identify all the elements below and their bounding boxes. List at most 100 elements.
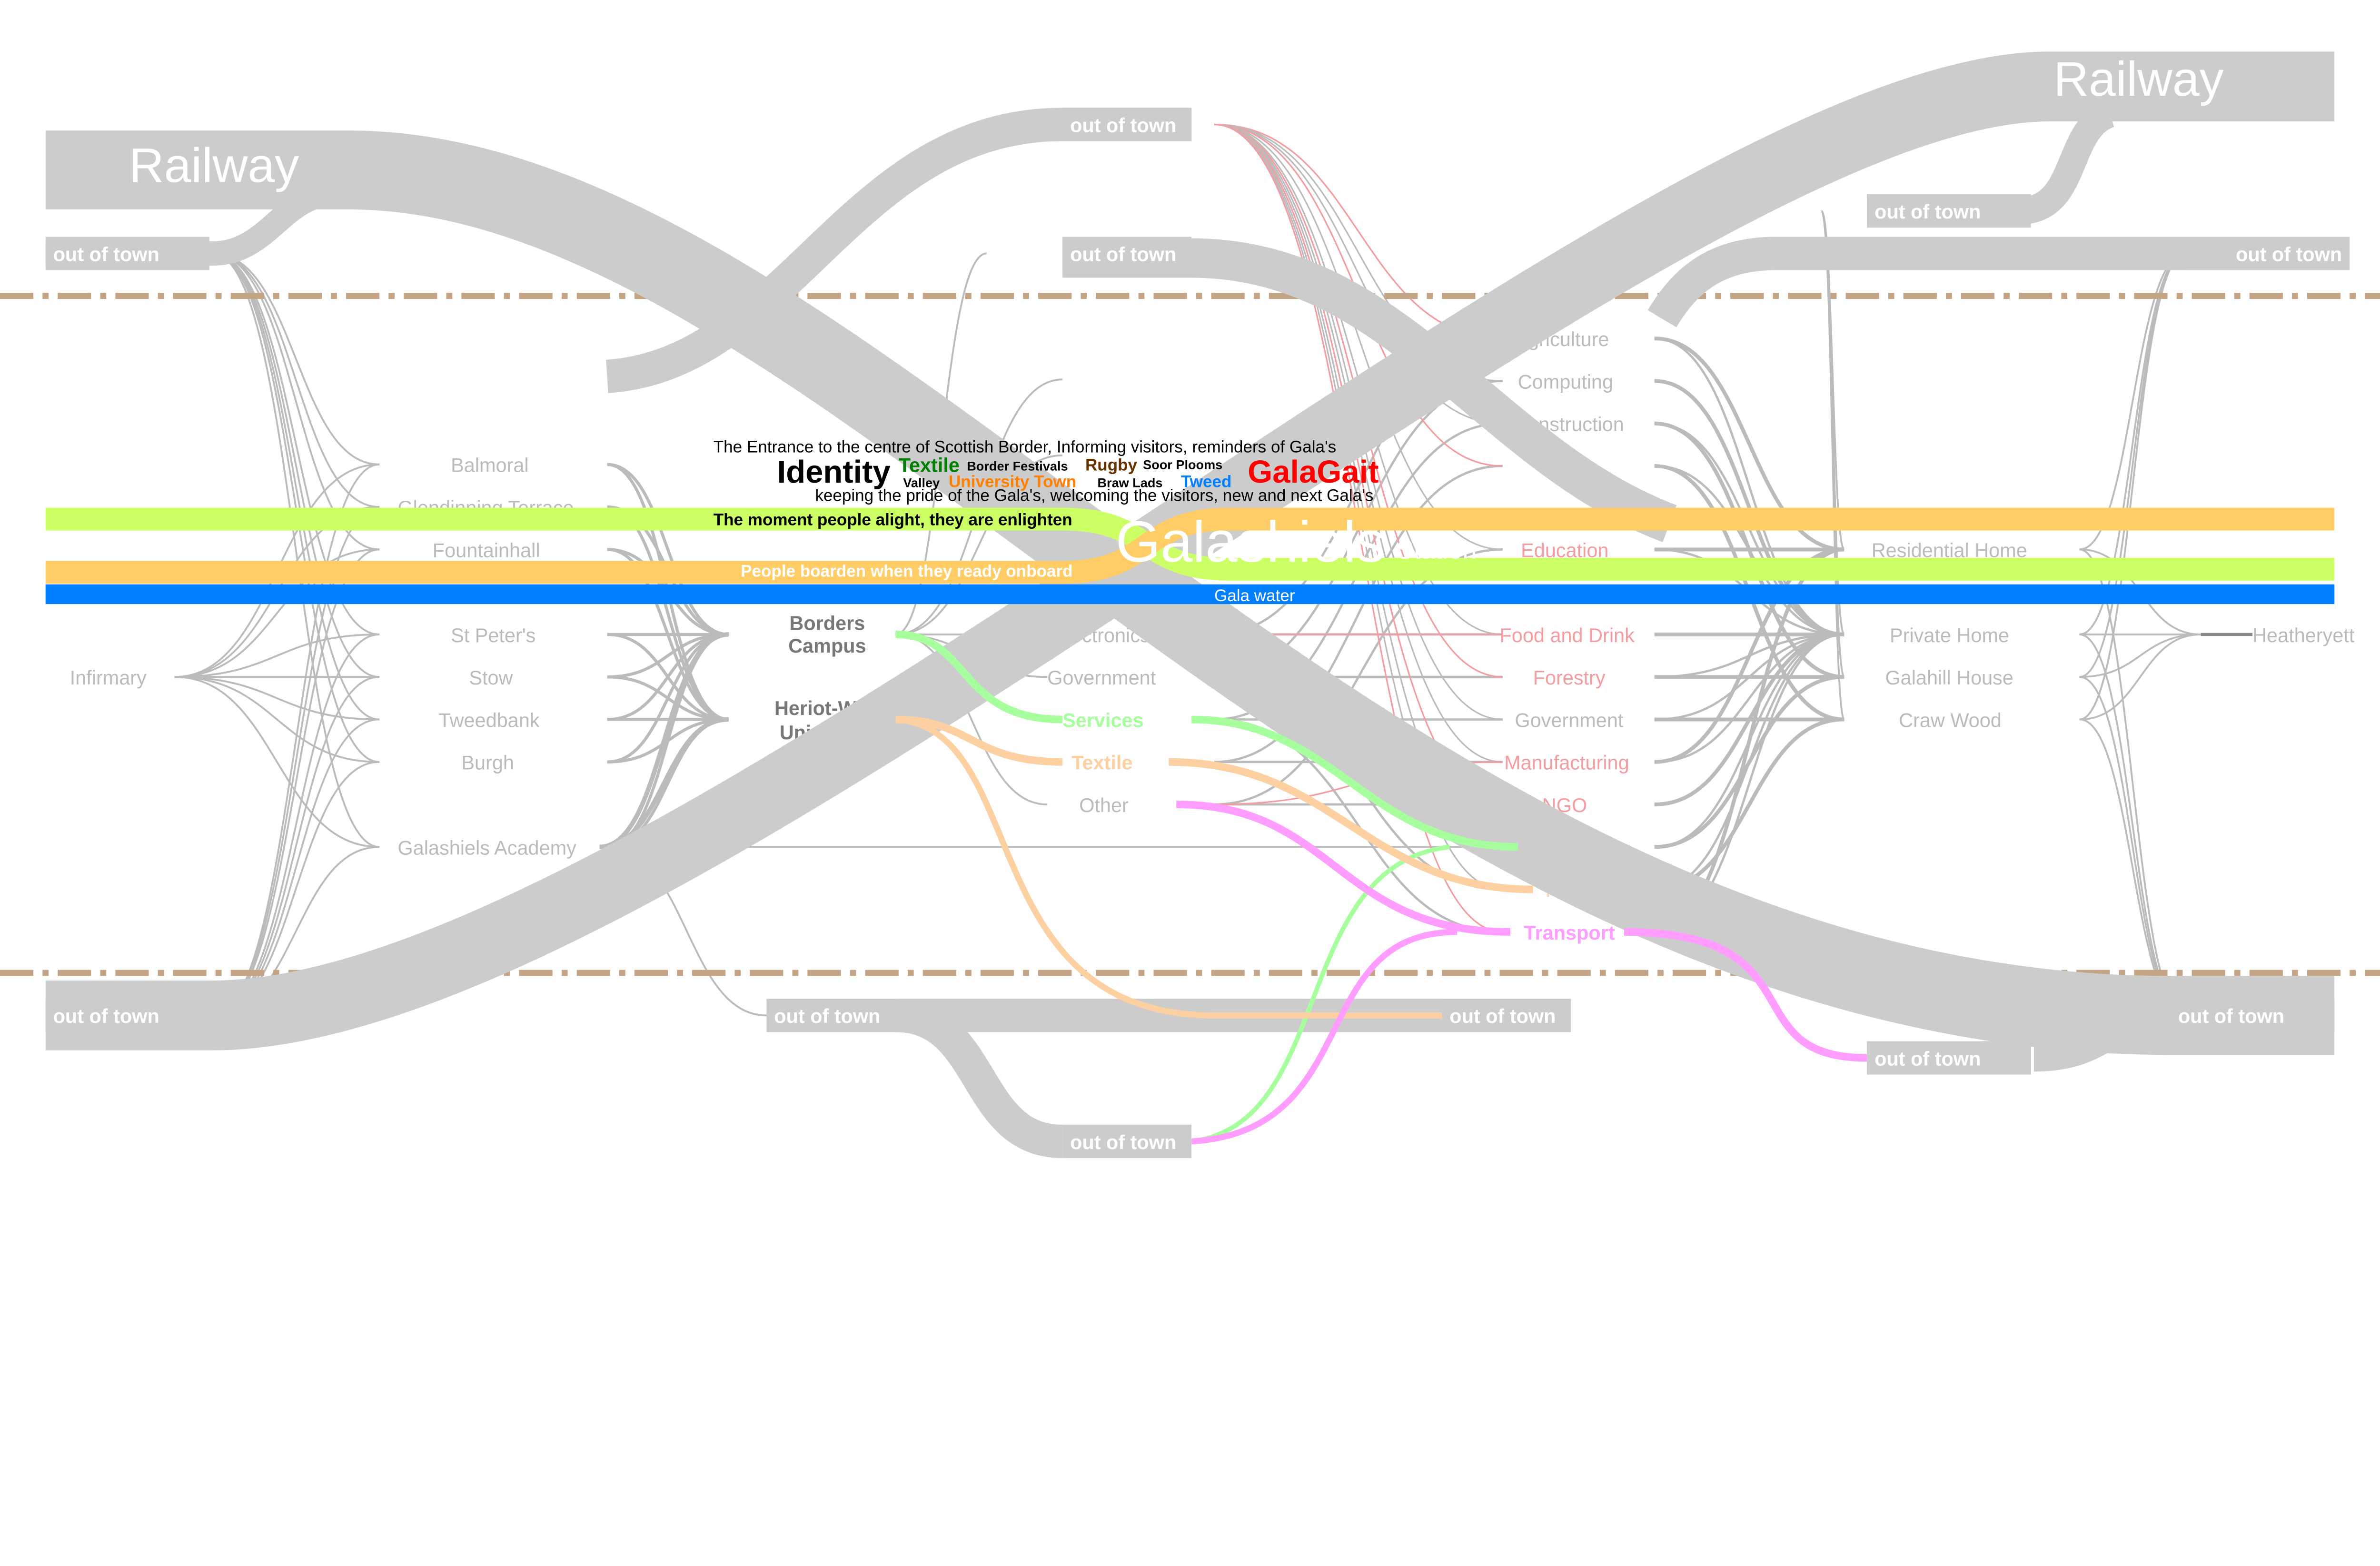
node-tweedbank: Tweedbank (439, 709, 540, 731)
flow-link (599, 632, 729, 850)
node-private-home: Private Home (1890, 624, 2009, 646)
flow-textile-out (895, 716, 1442, 1019)
band-right-bottom-out-of-town (2033, 1001, 2174, 1072)
band-bottom-lower-out-of-town (894, 999, 1063, 1159)
node-infirmary: Infirmary (70, 666, 147, 689)
flow-services (895, 630, 1518, 851)
out-of-town-box (45, 237, 210, 270)
node-galahill-house: Galahill House (1885, 666, 2013, 689)
railway-left-label: Railway (129, 139, 299, 193)
flow-link (1820, 210, 1845, 721)
board-band (45, 507, 2335, 584)
flow-link (607, 633, 729, 721)
gala-water-label: Gala water (1214, 586, 1295, 605)
station-suffix: Station (1397, 535, 1477, 564)
out-of-town-label: out of town (53, 1005, 159, 1027)
flow-textile (895, 715, 1533, 893)
node-borders-campus-line2: Campus (788, 634, 866, 657)
flow-link (212, 252, 380, 466)
flow-link (1214, 123, 1503, 425)
node-craw-wood: Craw Wood (1899, 709, 2002, 731)
flow-link (2079, 633, 2186, 1017)
homes-column: Residential Home Private Home Galahill H… (1872, 539, 2355, 731)
out-of-town-box (1062, 1124, 1192, 1159)
flow-link (607, 505, 729, 721)
out-of-town-box (1867, 1041, 2031, 1075)
study-column: Electronics Government Services Textile … (1047, 624, 1156, 816)
flow-link (1654, 633, 1844, 721)
node-st-peters: St Peter's (451, 624, 536, 646)
out-of-town-label: out of town (1874, 200, 1981, 223)
flow-link (174, 633, 380, 678)
out-of-town-box (2170, 999, 2335, 1032)
node-services-study: Services (1062, 709, 1144, 731)
flow-link (1654, 337, 1844, 552)
out-of-town-node: out of town (2185, 237, 2350, 270)
flow-link (1214, 123, 1503, 891)
flow-services-out (1191, 844, 1450, 1144)
flow-link (174, 676, 380, 848)
out-of-town-label: out of town (1449, 1005, 1556, 1027)
out-of-town-node: out of town (1442, 999, 1571, 1032)
node-heatheryett: Heatheryett (2252, 624, 2355, 646)
node-balmoral: Balmoral (451, 454, 529, 476)
flow-link (212, 252, 380, 848)
out-of-town-node: out of town (1062, 108, 1192, 141)
word-textile: Textile (899, 454, 960, 476)
word-cloud: The Entrance to the centre of Scottish B… (714, 437, 1379, 505)
band-mid-out-of-town (1062, 238, 1677, 542)
word-soor-plooms: Soor Plooms (1143, 457, 1222, 472)
station-name: Galashiels (1116, 509, 1385, 574)
alight-label: The moment people alight, they are enlig… (714, 510, 1072, 529)
out-of-town-box (766, 999, 896, 1032)
out-of-town-label: out of town (2236, 243, 2342, 265)
node-forestry: Forestry (1533, 666, 1606, 689)
flow-link (1654, 547, 1844, 764)
schools-column: Infirmary Balmoral Glendinning Terrace F… (70, 454, 576, 859)
colored-flows (895, 630, 1867, 1145)
node-galashiels-academy: Galashiels Academy (397, 836, 576, 859)
node-transport: Transport (1524, 922, 1615, 944)
flow-link (212, 252, 380, 678)
flow-link (174, 676, 380, 721)
flow-link (212, 252, 380, 508)
out-of-town-nodes: out of town out of town out of town out of … (45, 108, 2350, 1159)
flow-link (607, 463, 729, 636)
flow-link (212, 548, 380, 1017)
word-tweed: Tweed (1181, 473, 1232, 491)
node-stow: Stow (469, 666, 513, 689)
word-border-festivals: Border Festivals (967, 459, 1068, 474)
node-computing: Computing (1518, 370, 1613, 393)
word-university-town: University Town (949, 473, 1076, 491)
flow-link (212, 252, 380, 635)
out-of-town-box (1442, 999, 1571, 1032)
flow-link (2079, 633, 2201, 678)
flow-link (895, 633, 1048, 805)
flow-link (607, 633, 729, 763)
flow-link (1654, 337, 1844, 636)
flow-link (1654, 633, 1844, 763)
word-galagait: GalaGait (1248, 454, 1378, 490)
flow-transport-home (1624, 928, 1867, 1062)
industries-column: Agriculture Computing Construction C Edu… (1500, 328, 1635, 944)
node-manufacturing: Manufacturing (1504, 752, 1629, 774)
flow-link (174, 676, 380, 763)
out-of-town-node: out of town (1062, 1124, 1192, 1159)
out-of-town-label: out of town (774, 1005, 880, 1027)
cloud-line-1: The Entrance to the centre of Scottish B… (714, 437, 1337, 456)
flow-link (1654, 633, 1844, 891)
word-rugby: Rugby (1085, 456, 1138, 475)
flow-transport (1176, 801, 1510, 936)
flow-link (1654, 633, 1844, 806)
out-of-town-label: out of town (2178, 1005, 2284, 1027)
galashiels-flow-diagram: Infirmary Balmoral Glendinning Terrace F… (0, 51, 2380, 1159)
band-right-top-out-of-town (1867, 100, 2115, 225)
out-of-town-box (1867, 194, 2031, 228)
out-of-town-node: out of town (45, 999, 210, 1032)
node-food-and-drink: Food and Drink (1500, 624, 1635, 646)
node-government: Government (1515, 709, 1623, 731)
out-of-town-box (45, 999, 210, 1032)
word-braw-lads: Braw Lads (1097, 476, 1162, 490)
out-of-town-node: out of town (1867, 194, 2031, 228)
word-valley: Valley (903, 476, 940, 490)
